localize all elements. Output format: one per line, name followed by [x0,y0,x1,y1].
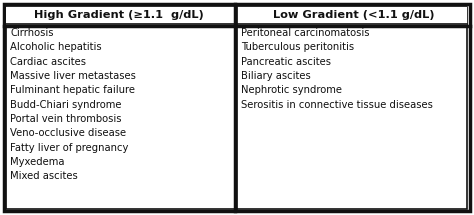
Text: Peritoneal carcinomatosis: Peritoneal carcinomatosis [241,28,370,38]
Text: Portal vein thrombosis: Portal vein thrombosis [10,114,122,124]
Text: Veno-occlusive disease: Veno-occlusive disease [10,128,127,138]
Text: Pancreatic ascites: Pancreatic ascites [241,57,331,67]
Text: Low Gradient (<1.1 g/dL): Low Gradient (<1.1 g/dL) [273,10,434,20]
Text: Massive liver metastases: Massive liver metastases [10,71,137,81]
Text: Myxedema: Myxedema [10,157,65,167]
Text: Budd-Chiari syndrome: Budd-Chiari syndrome [10,100,122,110]
Text: Alcoholic hepatitis: Alcoholic hepatitis [10,42,102,52]
Text: Fulminant hepatic failure: Fulminant hepatic failure [10,85,136,95]
Bar [7,6,467,26]
Text: Serositis in connective tissue diseases: Serositis in connective tissue diseases [241,100,433,110]
Text: Tuberculous peritonitis: Tuberculous peritonitis [241,42,354,52]
Text: Nephrotic syndrome: Nephrotic syndrome [241,85,342,95]
Text: Cardiac ascites: Cardiac ascites [10,57,86,67]
Text: Mixed ascites: Mixed ascites [10,171,78,181]
Text: High Gradient (≥1.1  g/dL): High Gradient (≥1.1 g/dL) [35,10,204,20]
Text: Cirrhosis: Cirrhosis [10,28,54,38]
Text: Fatty liver of pregnancy: Fatty liver of pregnancy [10,143,129,153]
Text: Biliary ascites: Biliary ascites [241,71,311,81]
